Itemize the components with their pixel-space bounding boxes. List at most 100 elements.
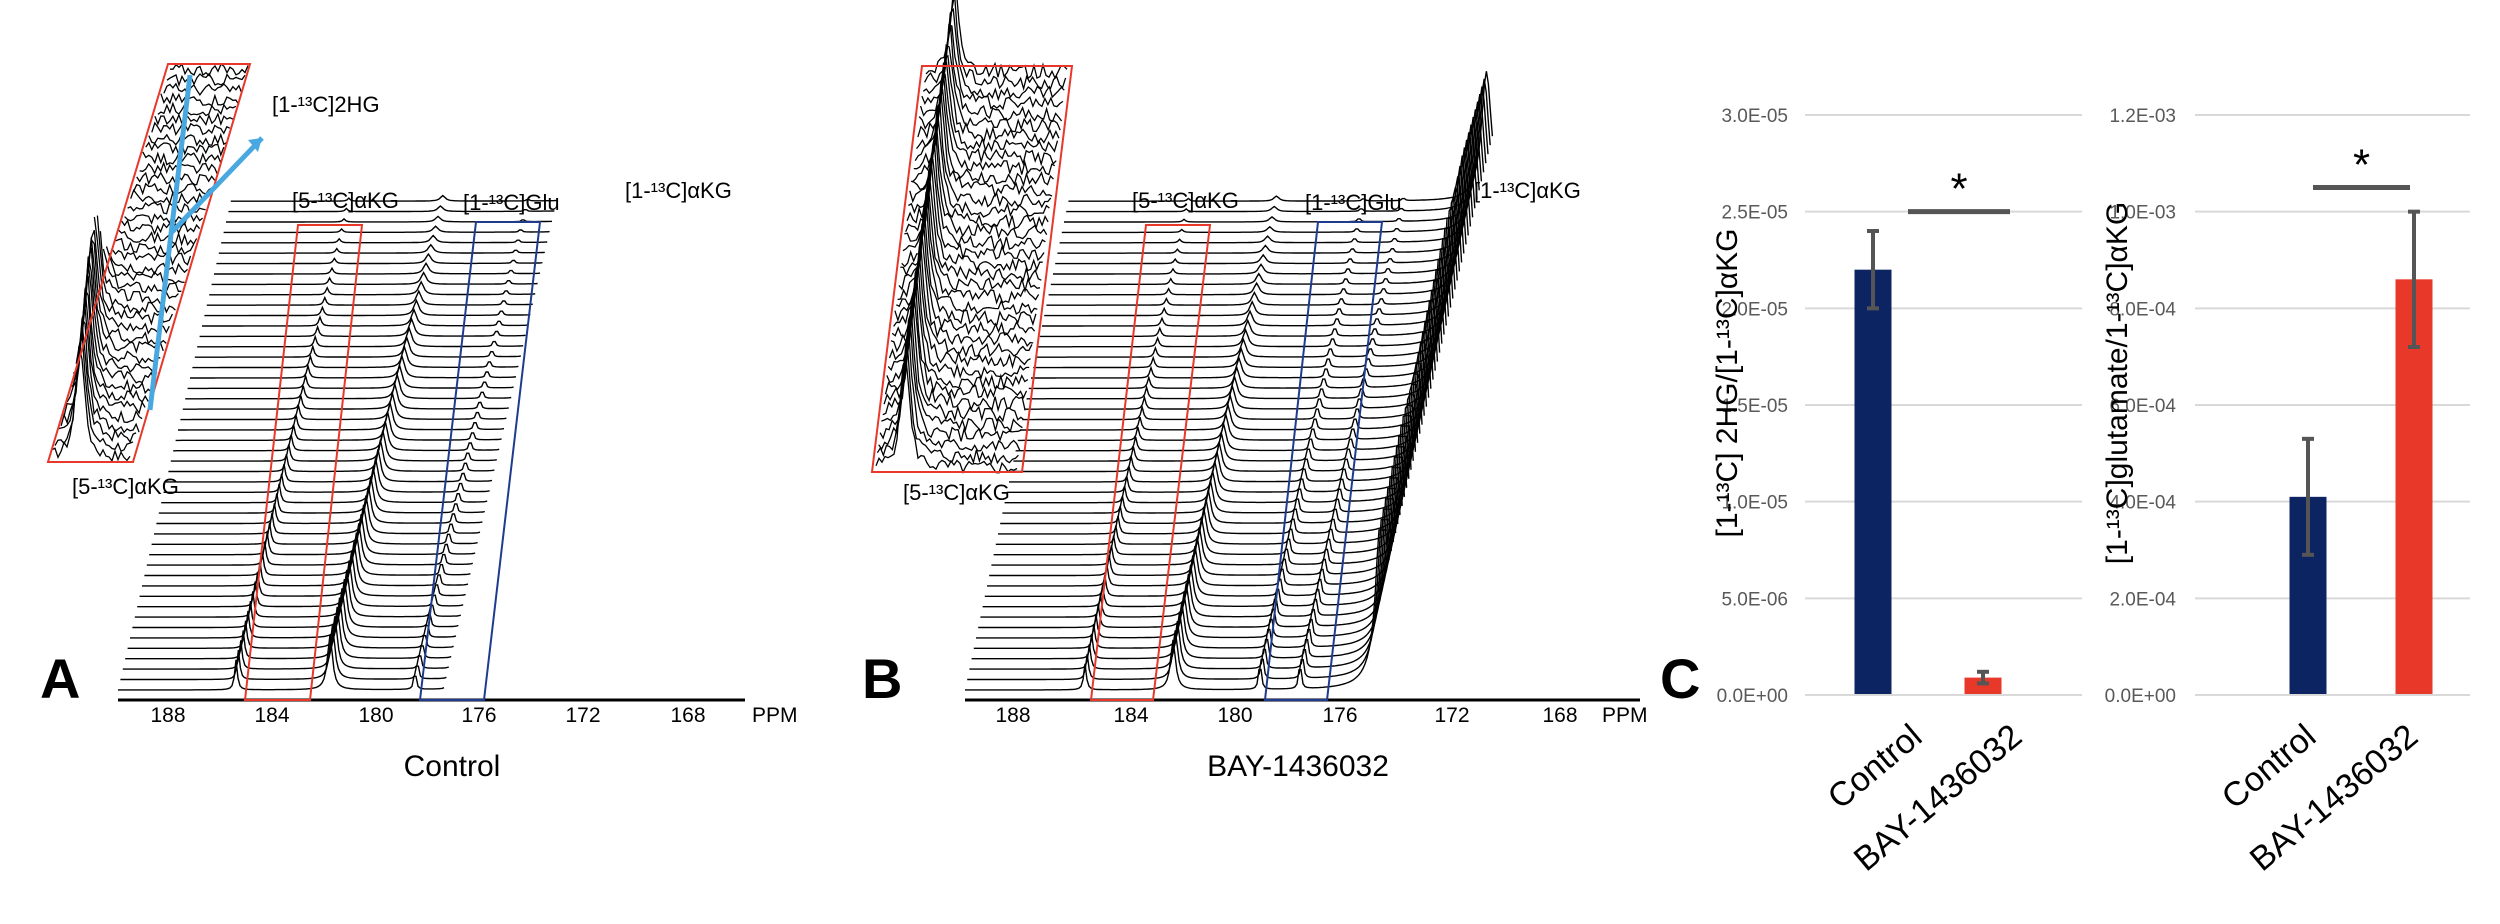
spectrum-trace [151, 504, 478, 545]
spectrum-trace [154, 495, 481, 535]
chart-2hg-x-label-bay: BAY-1436032 [1847, 717, 2029, 879]
inset-trace [87, 237, 167, 345]
spectrum-trace [178, 402, 505, 431]
spectrum-trace [197, 326, 524, 348]
bar-bay-1436032 [1964, 677, 2002, 695]
spectrum-trace [1000, 362, 1425, 525]
spectrum-trace [223, 225, 550, 234]
panel-a-kg5-label: [5-¹³C]αKG [292, 188, 399, 213]
y-tick-label: 0.0E+00 [2105, 686, 2176, 707]
spectrum-trace [980, 456, 1406, 618]
spectrum-trace [976, 477, 1401, 639]
spectrum-trace [144, 532, 471, 577]
panel-letter-c: C [1660, 647, 1700, 710]
panel-b-inset-kg5-label: [5-¹³C]αKG [903, 480, 1010, 505]
spectrum-trace [984, 435, 1410, 597]
inset-trace [881, 310, 1023, 433]
spectrum-trace [118, 634, 445, 691]
panel-b-inset-stack [875, 0, 1068, 474]
spectrum-trace [214, 261, 541, 275]
spectrum-trace [1044, 155, 1469, 317]
inset-trace [921, 23, 1064, 111]
inset-trace [130, 188, 209, 206]
inset-trace [105, 246, 185, 285]
spectrum-trace [973, 487, 1399, 649]
spectrum-trace [173, 421, 500, 452]
spectrum-trace [1006, 331, 1432, 493]
spectrum-trace [166, 448, 493, 483]
spectrum-trace [971, 498, 1397, 660]
inset-trace [160, 92, 240, 107]
spectrum-trace [218, 243, 545, 254]
ppm-unit-label: PPM [1602, 704, 1648, 727]
spectrum-trace [211, 271, 538, 286]
arrow-2hg [170, 136, 264, 234]
ppm-tick: 188 [995, 704, 1030, 727]
inset-trace [57, 323, 137, 444]
spectrum-trace [1037, 186, 1463, 348]
spectrum-trace [204, 298, 531, 317]
spectrum-trace [1053, 124, 1478, 275]
y-tick-label: 2.5E-05 [1721, 203, 1788, 224]
spectrum-trace [1057, 109, 1483, 254]
inset-trace [878, 330, 1021, 452]
inset-trace [78, 256, 158, 375]
inset-trace [145, 141, 225, 157]
inset-trace [912, 88, 1054, 188]
significance-star: * [2353, 141, 2370, 190]
spectrum-trace [982, 446, 1408, 608]
arrow-2hg-trace [147, 74, 193, 411]
panel-a-inset-stack [51, 63, 249, 463]
spectrum-trace [230, 194, 557, 202]
panel-b-caption: BAY-1436032 [1207, 750, 1389, 783]
inset-trace [133, 182, 213, 196]
y-tick-label: 8.0E-04 [2109, 299, 2176, 320]
ppm-unit-label: PPM [752, 704, 798, 727]
panel-a-kg5-box [243, 224, 364, 701]
panel-letter-a: A [40, 647, 80, 710]
spectrum-trace [161, 467, 488, 504]
chart-glu-y-label: [1-¹³C]glutamate/1-¹³C]αKG [2101, 202, 2134, 564]
chart-2hg-grid [1805, 114, 2082, 600]
panel-b-inset: [5-¹³C]αKG [870, 0, 1074, 505]
y-tick-label: 6.0E-04 [2109, 396, 2176, 417]
spectrum-trace [228, 205, 555, 213]
inset-trace [102, 248, 182, 293]
ppm-tick: 172 [565, 704, 600, 727]
spectrum-trace [1061, 93, 1487, 234]
panel-a-glu-label: [1-¹³C]Glu [463, 190, 560, 215]
spectrum-trace [158, 476, 485, 514]
chart-2hg-bars: * [1854, 165, 2010, 695]
panel-a-ppm-ticks: 188 184 180 176 172 168 PPM [150, 704, 797, 727]
y-tick-label: 4.0E-04 [2109, 493, 2176, 514]
spectrum-trace [206, 289, 533, 306]
ppm-tick: 180 [358, 704, 393, 727]
inset-trace [69, 287, 149, 403]
spectrum-trace [132, 579, 459, 629]
panel-b-glu-label: [1-¹³C]Glu [1305, 190, 1402, 215]
spectrum-trace [146, 523, 473, 566]
y-tick-label: 1.5E-05 [1721, 396, 1788, 417]
significance-star: * [1950, 165, 1967, 214]
panel-b-inset-box [870, 65, 1074, 473]
inset-trace [121, 219, 201, 236]
inset-trace [90, 229, 170, 335]
spectrum-trace [185, 372, 512, 400]
chart-2hg-ratio: 0.0E+00 5.0E-06 1.0E-05 1.5E-05 2.0E-05 2.5E-… [1711, 106, 2082, 879]
inset-trace [118, 229, 198, 247]
ppm-tick: 168 [670, 704, 705, 727]
ppm-tick: 172 [1434, 704, 1469, 727]
spectrum-trace [991, 404, 1417, 566]
spectrum-trace [1022, 258, 1447, 421]
spectrum-trace [216, 252, 543, 265]
spectrum-trace [1048, 139, 1474, 296]
spectrum-trace [187, 362, 514, 390]
panel-b-spectra-stack [965, 71, 1494, 691]
spectrum-trace [1004, 342, 1430, 504]
spectrum-trace [1024, 248, 1450, 410]
spectrum-trace [1013, 300, 1439, 462]
inset-trace [108, 252, 188, 276]
ppm-tick: 184 [1113, 704, 1148, 727]
inset-trace [148, 132, 228, 147]
